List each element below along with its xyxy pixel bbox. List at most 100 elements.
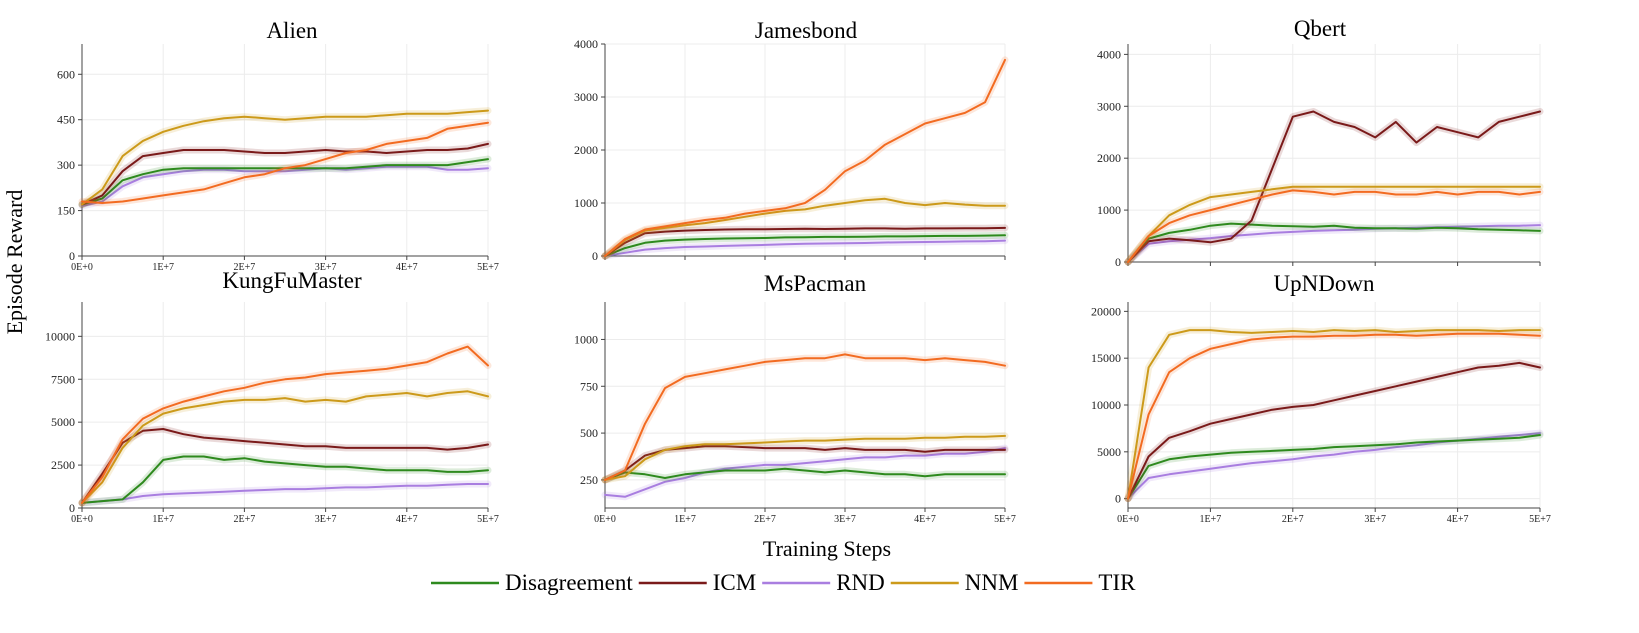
y-tick-label: 2000	[574, 143, 598, 157]
series-line-disagreement	[604, 467, 1006, 481]
series-band-disagreement	[1124, 431, 1544, 503]
legend-label: Disagreement	[505, 570, 633, 595]
y-tick-label: 4000	[574, 37, 598, 51]
y-axis-title: Episode Reward	[2, 190, 27, 335]
x-axis-title: Training Steps	[763, 536, 891, 561]
series-line-rnd	[1127, 224, 1541, 263]
x-tick-label: 0E+0	[71, 262, 93, 273]
y-tick-label: 500	[580, 426, 598, 440]
panel-upndown: 0 5000 10000 15000 20000 0E+0 1E+7 2E+7 3E+7 4E+7…	[1091, 271, 1551, 525]
panel-qbert: 0 1000 2000 3000 4000 Qbert	[1097, 16, 1544, 269]
x-tick-label: 4E+7	[396, 262, 418, 273]
series-line-rnd	[604, 447, 1006, 498]
series-line-disagreement	[1127, 222, 1541, 263]
series-line-nnm	[81, 390, 489, 504]
y-tick-label: 5000	[51, 415, 75, 429]
x-tick-label: 1E+7	[152, 262, 174, 273]
series-line-rnd	[81, 483, 489, 504]
y-tick-label: 0	[69, 249, 75, 263]
y-tick-label: 10000	[45, 329, 75, 343]
y-tick-label: 5000	[1097, 445, 1121, 459]
legend-item-icm: ICM	[638, 570, 756, 595]
y-tick-label: 7500	[51, 372, 75, 386]
series-line-nnm	[604, 197, 1006, 257]
y-tick-label: 2500	[51, 458, 75, 472]
legend-label: RND	[836, 570, 885, 595]
y-tick-label: 3000	[1097, 99, 1121, 113]
panel-mspacman: 250 500 750 1000 0E+0 1E+7 2E+7 3E+7 4E+7 5E+7 MsP…	[574, 271, 1016, 525]
y-tick-label: 15000	[1091, 351, 1121, 365]
x-tick-label: 3E+7	[315, 262, 337, 273]
y-tick-label: 20000	[1091, 304, 1121, 318]
panel-title: MsPacman	[764, 271, 867, 296]
series-line-disagreement	[604, 234, 1006, 257]
legend-item-tir: TIR	[1024, 570, 1136, 595]
series-line-tir	[604, 58, 1006, 257]
y-tick-label: 1000	[574, 196, 598, 210]
x-tick-label: 2E+7	[234, 262, 256, 273]
x-tick-label: 4E+7	[1447, 514, 1469, 525]
x-tick-label: 1E+7	[152, 514, 174, 525]
panel-kungfumaster: 0 2500 5000 7500 10000 0E+0 1E+7 2E+7 3E+7 4E+7 5E…	[45, 268, 499, 525]
x-tick-label: 0E+0	[1117, 514, 1139, 525]
x-tick-label: 4E+7	[914, 514, 936, 525]
y-tick-label: 300	[57, 158, 75, 172]
x-tick-label: 2E+7	[234, 514, 256, 525]
y-tick-label: 250	[580, 473, 598, 487]
y-tick-label: 10000	[1091, 398, 1121, 412]
y-tick-label: 2000	[1097, 151, 1121, 165]
series-line-icm	[1127, 361, 1541, 500]
series-line-tir	[604, 353, 1006, 481]
x-tick-label: 5E+7	[1529, 514, 1551, 525]
series-line-tir	[81, 121, 489, 204]
y-tick-label: 1000	[574, 332, 598, 346]
legend-label: ICM	[713, 570, 756, 595]
x-tick-label: 1E+7	[674, 514, 696, 525]
x-tick-label: 3E+7	[834, 514, 856, 525]
series-line-nnm	[1127, 185, 1541, 263]
series-line-icm	[81, 142, 489, 206]
y-tick-label: 0	[592, 249, 598, 263]
x-tick-label: 5E+7	[477, 262, 499, 273]
x-tick-label: 5E+7	[477, 514, 499, 525]
series-line-tir	[81, 345, 489, 504]
panel-title: Alien	[266, 18, 318, 43]
legend-item-rnd: RND	[762, 570, 885, 595]
y-tick-label: 0	[69, 501, 75, 515]
y-tick-label: 600	[57, 67, 75, 81]
x-tick-label: 5E+7	[994, 514, 1016, 525]
series-line-icm	[1127, 110, 1541, 263]
legend: Disagreement ICM RND NNM TIR	[431, 570, 1136, 595]
x-tick-label: 2E+7	[1282, 514, 1304, 525]
series-line-rnd	[81, 165, 489, 207]
y-tick-label: 0	[1115, 255, 1121, 269]
series-line-icm	[604, 226, 1006, 257]
series-line-tir	[1127, 189, 1541, 263]
series-line-icm	[81, 428, 489, 504]
panel-alien: 0 150 300 450 600 0E+0 1E+7 2E+7 3E+7 4E+7 5E+7 Ali…	[57, 18, 499, 273]
x-tick-label: 0E+0	[594, 514, 616, 525]
legend-label: NNM	[965, 570, 1019, 595]
x-tick-label: 1E+7	[1200, 514, 1222, 525]
y-tick-label: 4000	[1097, 47, 1121, 61]
series-line-nnm	[604, 434, 1006, 481]
x-tick-label: 0E+0	[71, 514, 93, 525]
panel-title: Jamesbond	[755, 18, 858, 43]
panel-title: Qbert	[1294, 16, 1347, 41]
x-tick-label: 4E+7	[396, 514, 418, 525]
panel-title: KungFuMaster	[222, 268, 362, 293]
y-tick-label: 3000	[574, 90, 598, 104]
series-line-rnd	[604, 239, 1006, 257]
y-tick-label: 750	[580, 379, 598, 393]
legend-item-nnm: NNM	[890, 570, 1019, 595]
y-tick-label: 1000	[1097, 203, 1121, 217]
series-line-disagreement	[1127, 434, 1541, 500]
legend-item-disagreement: Disagreement	[431, 570, 633, 595]
series-line-tir	[1127, 332, 1541, 500]
x-tick-label: 3E+7	[315, 514, 337, 525]
series-line-nnm	[81, 109, 489, 206]
series-line-nnm	[1127, 329, 1541, 500]
panel-title: UpNDown	[1274, 271, 1375, 296]
x-tick-label: 2E+7	[754, 514, 776, 525]
